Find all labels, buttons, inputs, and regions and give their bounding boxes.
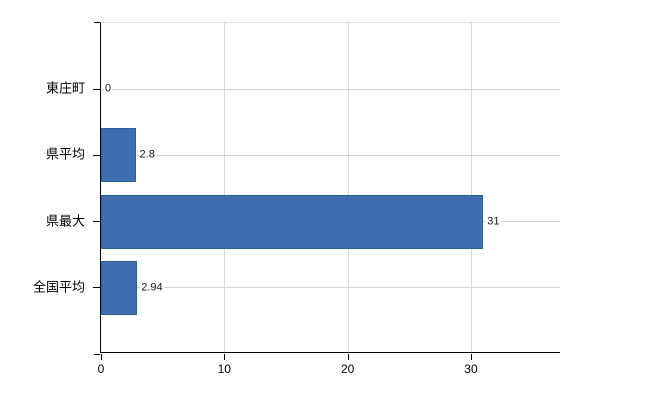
bar-2 [101,194,484,249]
y-axis-tick [93,88,100,90]
bar-value-label: 0 [104,82,113,96]
bar-3 [101,260,138,315]
x-axis-tick-label: 10 [217,362,231,376]
x-axis-tick-label: 30 [464,362,478,376]
category-label-0: 東庄町 [45,80,85,96]
x-axis-tick-label: 20 [340,362,355,376]
vertical-gridline [347,23,349,352]
vertical-gridline [470,23,472,352]
category-label-2: 県最大 [45,213,85,229]
plot-area: 0 2.8 31 2.94 0 10 20 30 [93,22,560,376]
vertical-gridline [224,23,226,352]
bar-value-label: 2.94 [140,281,164,295]
category-label-1: 県平均 [45,146,85,162]
row-gridline [101,88,560,90]
x-axis-left-overshoot [94,354,100,355]
row-gridline [101,154,560,156]
bar-value-label: 2.8 [138,148,156,162]
category-label-3: 全国平均 [32,279,85,295]
x-axis-tick [101,354,102,360]
x-axis-tick [347,354,349,360]
x-axis-tick-label: 0 [97,362,105,376]
bar-value-label: 31 [486,215,501,229]
y-axis-tick [93,287,100,289]
x-axis-tick [224,354,226,360]
bar-1 [101,128,136,183]
y-axis-tick [93,221,100,223]
y-axis-top-tick [94,22,100,23]
y-axis-tick [93,154,100,156]
row-gridline [101,287,560,289]
x-axis-tick [470,354,472,360]
